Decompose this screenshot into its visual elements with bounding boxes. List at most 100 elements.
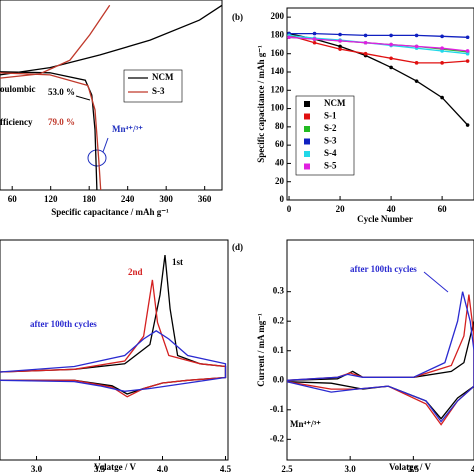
legend-label: S-2	[324, 123, 337, 133]
x-tick-label: 4.0	[471, 464, 474, 474]
x-tick-label: 4.5	[220, 464, 232, 474]
y-tick-label: 0	[280, 194, 285, 204]
point	[440, 46, 444, 51]
annotation: 79.0 %	[48, 117, 75, 127]
legend-marker	[304, 138, 310, 145]
point	[389, 65, 393, 70]
legend-box	[295, 95, 355, 176]
point	[312, 31, 317, 36]
y-tick-label: 0.2	[273, 315, 285, 325]
annotation: after 100th cycles	[30, 319, 97, 329]
point	[414, 79, 419, 83]
legend-marker	[304, 163, 310, 170]
x-tick-label: 360	[198, 194, 212, 204]
plot-frame	[286, 239, 474, 461]
x-axis-title: Volatge / V	[389, 462, 432, 472]
arrow	[423, 271, 449, 293]
y-tick-label: 140	[271, 66, 285, 76]
legend-label: NCM	[324, 98, 346, 108]
x-tick-label: 180	[82, 194, 96, 204]
y-tick-label: 0.3	[273, 286, 285, 296]
legend-label: S-3	[324, 136, 337, 146]
point	[389, 42, 393, 47]
panel-label: (b)	[232, 12, 243, 22]
annotation: after 100th cycles	[350, 264, 417, 274]
series-line	[0, 279, 227, 398]
point	[312, 40, 317, 45]
legend-box	[123, 69, 183, 103]
series-line	[289, 32, 468, 38]
plot-frame	[0, 239, 229, 461]
y-tick-label: 60	[275, 139, 285, 149]
y-tick-label: -0.2	[270, 433, 285, 443]
legend-label: S-3	[152, 86, 165, 96]
annotation: 53.0 %	[48, 87, 75, 97]
plot-frame	[0, 0, 223, 191]
point	[414, 44, 419, 49]
y-tick-label: 160	[271, 48, 285, 58]
y-tick-label: -0.1	[270, 404, 285, 414]
series-line	[288, 36, 468, 52]
y-tick-label: 180	[271, 29, 285, 39]
point	[363, 51, 368, 56]
point	[363, 40, 368, 45]
legend-marker	[304, 126, 310, 132]
point	[338, 39, 342, 43]
annotation: 1st	[172, 257, 183, 267]
y-tick-label: 80	[275, 121, 285, 131]
x-tick-label: 3.0	[345, 464, 357, 474]
y-axis-title: Specific capacitance / mAh g⁻¹	[256, 45, 266, 163]
point	[465, 59, 470, 63]
x-axis-title: Cycle Number	[357, 214, 413, 224]
point	[338, 44, 342, 49]
point	[414, 61, 419, 65]
point	[440, 61, 444, 65]
y-tick-label: 40	[275, 157, 285, 167]
x-tick-label: 120	[44, 194, 58, 204]
annotation: Mn⁴⁺/³⁺	[290, 419, 321, 429]
point	[465, 51, 470, 56]
x-tick-label: 3.5	[94, 464, 106, 474]
point	[465, 35, 470, 40]
series-line	[286, 321, 474, 420]
x-axis-title: Specific capacitance / mAh g⁻¹	[51, 207, 169, 217]
y-tick-label: 120	[271, 84, 285, 94]
legend-label: S-5	[324, 161, 337, 171]
y-tick-label: 20	[275, 176, 285, 186]
point	[338, 47, 342, 51]
x-tick-label: 3.0	[31, 464, 43, 474]
x-tick-label: 20	[336, 204, 346, 214]
x-tick-label: 60	[8, 194, 18, 204]
plot-frame	[286, 7, 474, 201]
y-axis-title: Current / mA mg⁻¹	[256, 313, 266, 387]
legend-label: S-1	[324, 111, 337, 121]
point	[465, 49, 470, 53]
series-line	[288, 34, 468, 64]
y-tick-label: 100	[271, 103, 285, 113]
point	[312, 37, 317, 41]
point	[440, 34, 444, 39]
x-tick-label: 60	[438, 204, 448, 214]
panel-label: (d)	[232, 242, 243, 252]
point	[389, 33, 393, 38]
x-tick-label: 40	[387, 204, 397, 214]
annotation: oulombic	[0, 84, 36, 94]
point	[440, 95, 444, 100]
point	[363, 33, 368, 38]
series-line	[0, 330, 227, 392]
legend-marker	[304, 151, 310, 157]
legend-marker	[304, 113, 310, 120]
y-tick-label: 200	[271, 11, 285, 21]
series-line	[288, 32, 469, 126]
x-tick-label: 300	[159, 194, 173, 204]
series-line	[0, 4, 223, 191]
legend-label: NCM	[152, 72, 174, 82]
series-line	[0, 4, 111, 191]
x-tick-label: 4.0	[157, 464, 169, 474]
y-tick-label: 0.1	[273, 345, 285, 355]
x-axis-title: Volatge / V	[94, 462, 137, 472]
arrow	[75, 95, 91, 101]
point	[414, 33, 419, 38]
x-tick-label: 3.5	[408, 464, 420, 474]
x-tick-label: 2.5	[281, 464, 293, 474]
